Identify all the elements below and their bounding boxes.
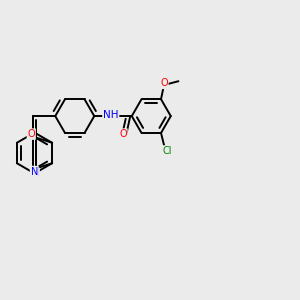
Text: NH: NH — [103, 110, 118, 120]
Text: O: O — [28, 129, 35, 139]
Text: N: N — [32, 168, 39, 178]
Text: O: O — [119, 129, 127, 139]
Text: N: N — [31, 167, 38, 177]
Text: Cl: Cl — [162, 146, 172, 156]
Text: O: O — [160, 78, 168, 88]
